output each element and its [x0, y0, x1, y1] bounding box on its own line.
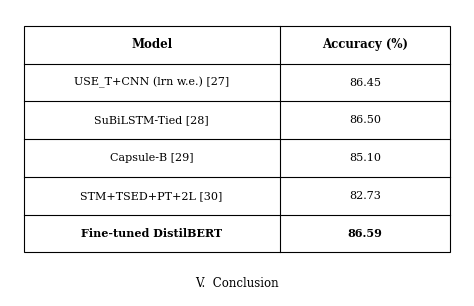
Text: Fine-tuned DistilBERT: Fine-tuned DistilBERT [81, 228, 222, 239]
Text: V.  Conclusion: V. Conclusion [195, 277, 279, 289]
Text: 85.10: 85.10 [349, 153, 381, 163]
Text: STM+TSED+PT+2L [30]: STM+TSED+PT+2L [30] [81, 191, 223, 201]
Text: Capsule-B [29]: Capsule-B [29] [110, 153, 193, 163]
Text: 86.50: 86.50 [349, 115, 381, 125]
Text: Model: Model [131, 38, 172, 51]
Text: Accuracy (%): Accuracy (%) [322, 38, 408, 51]
Text: SuBiLSTM-Tied [28]: SuBiLSTM-Tied [28] [94, 115, 209, 125]
Text: 86.45: 86.45 [349, 78, 381, 88]
Text: 82.73: 82.73 [349, 191, 381, 201]
Text: 86.59: 86.59 [347, 228, 383, 239]
Text: USE_T+CNN (lrn w.e.) [27]: USE_T+CNN (lrn w.e.) [27] [74, 77, 229, 88]
